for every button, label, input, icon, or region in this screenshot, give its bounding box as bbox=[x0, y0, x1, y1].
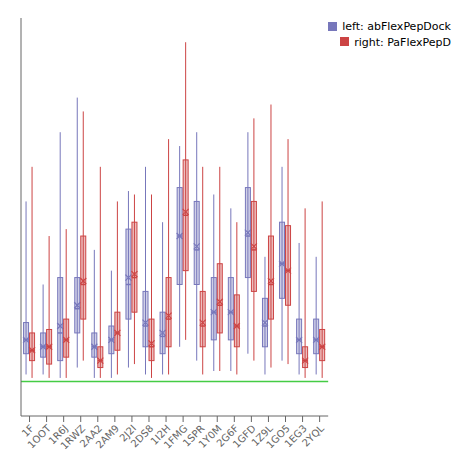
svg-text:2J2I: 2J2I bbox=[117, 422, 139, 444]
svg-text:1RWZ: 1RWZ bbox=[58, 422, 88, 452]
svg-text:1GO5: 1GO5 bbox=[264, 422, 292, 451]
html-text:left: abFlexPepDock: left: abFlexPepDock bbox=[342, 19, 451, 33]
html-text:right: PaFlexPepD: right: PaFlexPepD bbox=[354, 35, 451, 48]
svg-text:1Y0M: 1Y0M bbox=[196, 422, 224, 450]
svg-text:1Z9L: 1Z9L bbox=[249, 422, 275, 449]
svg-text:1I2H: 1I2H bbox=[148, 422, 173, 447]
svg-text:2AM9: 2AM9 bbox=[93, 422, 122, 451]
svg-text:1SPR: 1SPR bbox=[180, 422, 207, 449]
svg-text:1GFD: 1GFD bbox=[230, 422, 258, 450]
svg-text:1OOT: 1OOT bbox=[25, 422, 53, 451]
svg-text:2YQL: 2YQL bbox=[300, 422, 326, 448]
svg-text:2G6F: 2G6F bbox=[214, 422, 241, 449]
svg-text:1EG3: 1EG3 bbox=[282, 422, 309, 450]
svg-text:2AA2: 2AA2 bbox=[77, 422, 105, 450]
svg-text:1FMG: 1FMG bbox=[161, 422, 190, 451]
svg-text:2DS8: 2DS8 bbox=[128, 422, 156, 450]
svg-text:1R6J: 1R6J bbox=[46, 422, 71, 447]
svg-text:1F: 1F bbox=[19, 422, 36, 439]
